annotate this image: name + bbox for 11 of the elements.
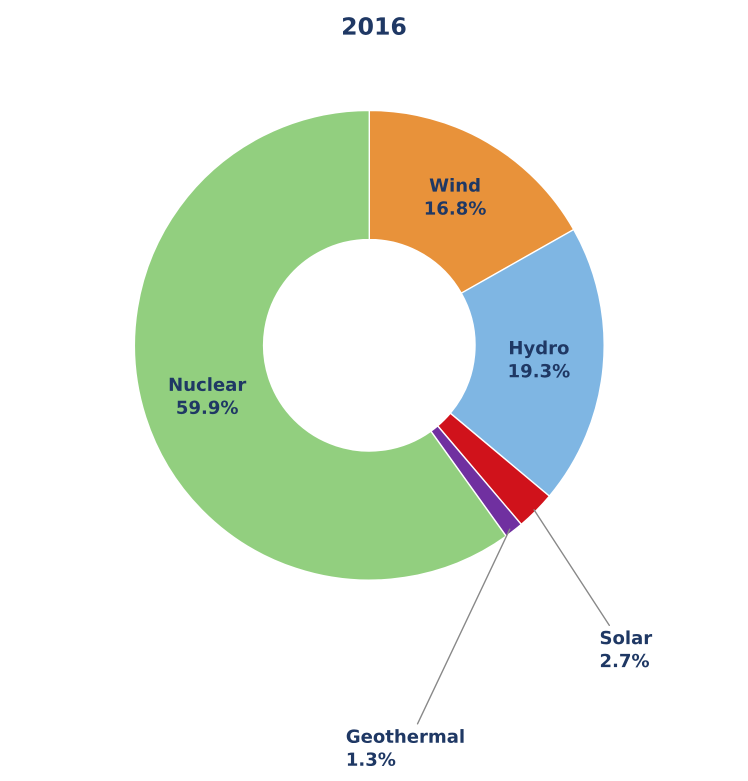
data-label: 59.9% (177, 400, 238, 414)
chart-title: 2016 (343, 17, 406, 35)
data-label: 19.3% (510, 364, 570, 378)
slice-label: Geothermal (346, 729, 464, 744)
data-label: 2.7% (600, 654, 649, 668)
slice-label: Wind (430, 178, 480, 192)
data-label: 1.3% (348, 752, 396, 766)
data-label: 16.8% (426, 201, 486, 215)
slice-label: Nuclear (170, 377, 246, 392)
slice-label: Hydro (510, 340, 569, 358)
slice-label: Solar (600, 630, 652, 644)
